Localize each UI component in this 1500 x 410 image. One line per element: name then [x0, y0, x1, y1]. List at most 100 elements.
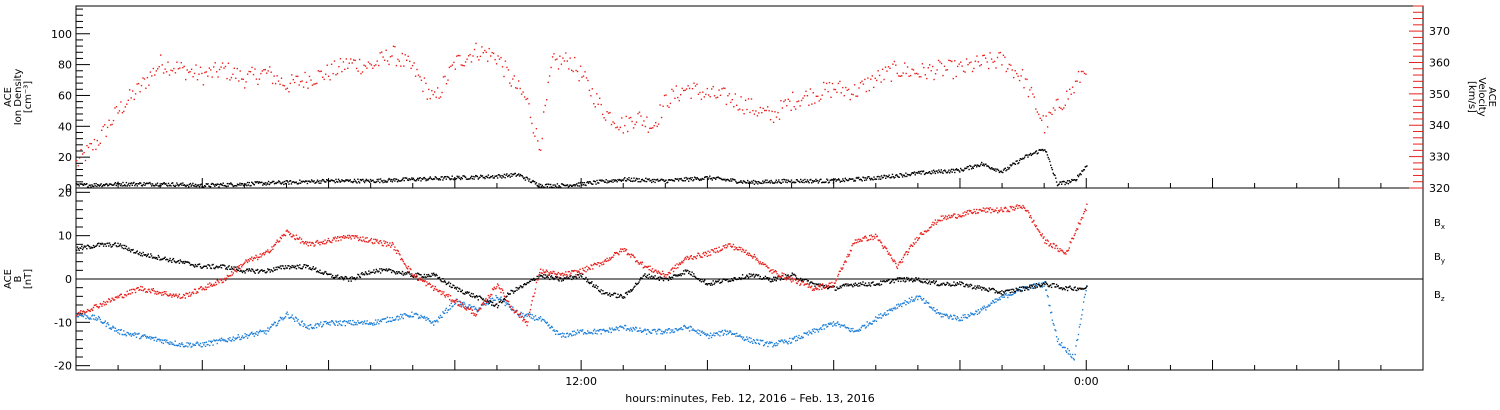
by-series-point: [438, 317, 441, 319]
density-series-point: [1035, 150, 1038, 152]
by-series-point: [568, 334, 570, 336]
density-series-point: [499, 176, 501, 178]
by-series-point: [377, 319, 379, 321]
bx-series-point: [136, 250, 138, 252]
density-series-point: [112, 184, 114, 186]
by-series-point: [1078, 326, 1081, 328]
bx-series-point: [816, 283, 819, 286]
velocity-series-point: [313, 83, 315, 85]
density-series-point: [755, 182, 757, 184]
bx-series-point: [229, 268, 231, 270]
density-series-point: [166, 184, 168, 186]
bz-series-point: [444, 296, 447, 298]
by-series-point: [337, 324, 339, 326]
velocity-series-point: [1018, 79, 1021, 82]
by-series-point: [154, 336, 156, 339]
bx-series-point: [408, 271, 410, 274]
density-series-point: [263, 183, 266, 185]
density-series-point: [201, 186, 203, 188]
by-series-point: [372, 324, 374, 326]
by-series-point: [893, 308, 895, 310]
by-series-point: [947, 316, 949, 318]
bz-series-point: [176, 295, 178, 297]
bx-series-point: [991, 288, 993, 290]
bx-series-point: [235, 266, 237, 268]
density-series-point: [1084, 166, 1086, 168]
by-series-point: [487, 303, 490, 305]
velocity-series-point: [198, 73, 200, 75]
density-series-point: [544, 186, 546, 189]
density-series-point: [477, 178, 479, 180]
density-series-point: [955, 168, 958, 170]
density-series-point: [957, 169, 959, 171]
bz-series-point: [235, 270, 237, 272]
velocity-series-point: [571, 69, 573, 71]
bz-series-point: [348, 234, 351, 237]
bx-series-point: [417, 273, 420, 275]
bx-series-point: [192, 264, 194, 266]
density-series-point: [1018, 162, 1020, 164]
density-series-point: [576, 183, 578, 185]
bx-series-point: [552, 277, 554, 279]
bx-series-point: [474, 296, 476, 299]
by-series-point: [128, 333, 130, 335]
velocity-series-point: [634, 123, 636, 126]
density-series-point: [912, 172, 915, 174]
density-series-point: [958, 170, 960, 172]
velocity-series-point: [932, 65, 934, 68]
by-series-point: [614, 329, 617, 331]
by-series-point: [679, 328, 681, 330]
density-series-point: [1074, 179, 1076, 181]
density-series-point: [528, 180, 530, 182]
by-series-point: [182, 346, 185, 348]
bz-series-point: [537, 279, 539, 281]
density-series-point: [430, 177, 432, 180]
density-series-point: [156, 182, 159, 184]
bz-series-point: [319, 244, 321, 246]
density-series-point: [890, 176, 893, 178]
bz-series-point: [495, 287, 497, 290]
by-series-point: [484, 302, 486, 305]
by-series-point: [1015, 289, 1017, 292]
bx-series-point: [376, 270, 378, 272]
density-series-point: [522, 176, 524, 178]
bx-series-point: [423, 273, 426, 276]
bz-series-point: [177, 296, 179, 299]
bx-series-point: [895, 279, 897, 281]
density-series-point: [79, 183, 81, 185]
density-series-point: [461, 177, 463, 180]
bx-series-point: [614, 292, 616, 294]
velocity-series-point: [140, 84, 143, 87]
density-series-point: [310, 179, 313, 181]
by-series-point: [572, 334, 575, 336]
density-series-point: [492, 177, 495, 179]
bx-series-point: [741, 277, 743, 279]
velocity-series-point: [625, 115, 627, 118]
by-series-point: [333, 323, 335, 325]
velocity-series-point: [736, 104, 738, 106]
by-series-point: [774, 345, 777, 347]
density-series-point: [377, 180, 379, 182]
velocity-series-point: [230, 76, 233, 79]
density-series-point: [764, 179, 767, 181]
velocity-series-point: [431, 90, 433, 92]
bz-series-point: [92, 306, 95, 309]
by-series-point: [680, 327, 682, 329]
velocity-series-point: [995, 67, 997, 69]
density-series-point: [516, 174, 518, 176]
density-series-point: [864, 179, 866, 182]
bx-series-point: [422, 276, 425, 278]
velocity-series-point: [585, 77, 588, 79]
bx-series-point: [304, 264, 306, 266]
by-series-point: [1062, 346, 1065, 348]
density-series-point: [885, 175, 888, 177]
bx-series-point: [465, 292, 468, 294]
bx-series-point: [841, 285, 843, 287]
bx-series-point: [407, 272, 410, 274]
velocity-series-point: [833, 88, 835, 91]
velocity-series-point: [504, 60, 507, 62]
velocity-series-point: [264, 68, 266, 71]
by-series-point: [479, 307, 481, 309]
bx-series-point: [454, 287, 456, 289]
by-series-point: [1075, 345, 1077, 347]
